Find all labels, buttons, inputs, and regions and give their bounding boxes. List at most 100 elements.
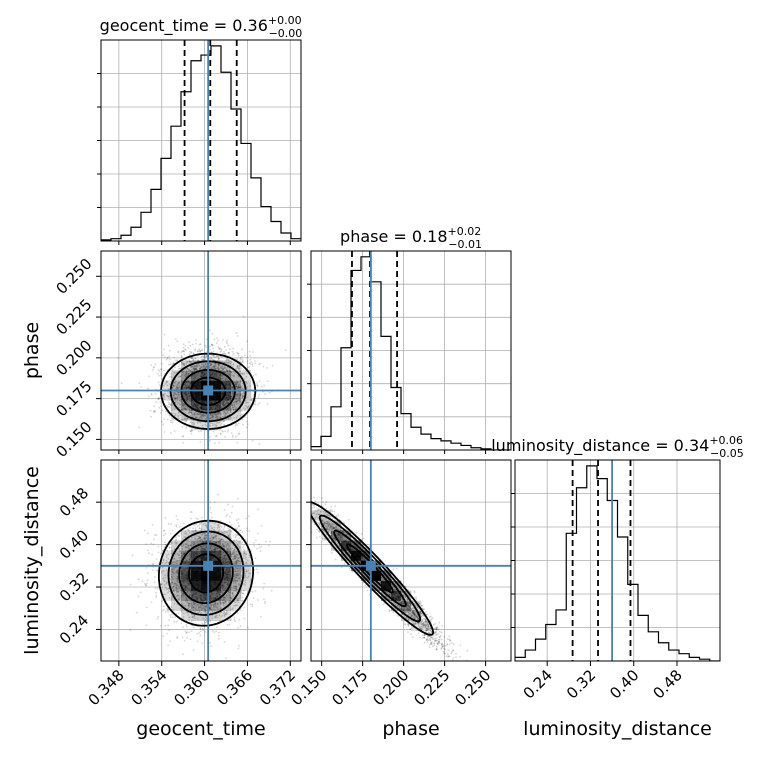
sample-point [213,373,215,375]
sample-point [205,346,207,348]
sample-point [166,633,168,635]
sample-point [242,547,244,549]
sample-point [243,550,245,552]
sample-point [255,590,257,592]
sample-point [174,430,176,432]
sample-point [202,629,204,631]
sample-point [167,645,169,647]
sample-point [145,543,147,545]
sample-point [197,525,199,527]
sample-point [229,348,231,350]
sample-point [248,366,250,368]
sample-point [215,630,217,632]
sample-point [146,606,148,608]
sample-point [211,536,213,538]
sample-point [262,588,264,590]
sample-point [204,622,206,624]
sample-point [157,588,159,590]
sample-point [245,381,247,383]
sample-point [219,417,221,419]
sample-point [161,600,163,602]
sample-point [193,649,195,651]
sample-point [236,424,238,426]
sample-point [211,617,213,619]
sample-point [171,550,173,552]
sample-point [174,616,176,618]
sample-point [214,631,216,633]
sample-point [195,385,197,387]
sample-point [246,530,248,532]
sample-point [220,393,222,395]
sample-point [227,345,229,347]
sample-point [169,614,171,616]
sample-point [210,645,212,647]
sample-point [263,366,265,368]
sample-point [216,406,218,408]
sample-point [225,397,227,399]
sample-point [259,380,261,382]
sample-point [199,635,201,637]
sample-point [258,394,260,396]
sample-point [243,590,245,592]
sample-point [223,351,225,353]
sample-point [206,402,208,404]
sample-point [254,360,256,362]
sample-point [138,596,140,598]
sample-point [168,588,170,590]
sample-point [245,580,247,582]
sample-point [225,614,227,616]
sample-point [218,529,220,531]
sample-point [193,626,195,628]
sample-point [140,386,142,388]
sample-point [150,364,152,366]
sample-point [236,573,238,575]
sample-point [169,640,171,642]
sample-point [224,531,226,533]
sample-point [253,597,255,599]
sample-point [176,526,178,528]
sample-point [225,378,227,380]
sample-point [213,541,215,543]
sample-point [216,614,218,616]
sample-point [190,382,192,384]
sample-point [184,348,186,350]
sample-point [186,370,188,372]
sample-point [232,535,234,537]
sample-point [167,611,169,613]
sample-point [238,645,240,647]
sample-point [209,349,211,351]
sample-point [228,370,230,372]
sample-point [212,410,214,412]
sample-point [212,372,214,374]
sample-point [223,410,225,412]
sample-point [191,401,193,403]
sample-point [164,577,166,579]
sample-point [155,595,157,597]
sample-point [224,430,226,432]
sample-point [198,431,200,433]
sample-point [237,402,239,404]
sample-point [225,349,227,351]
sample-point [229,521,231,523]
sample-point [150,416,152,418]
sample-point [158,398,160,400]
sample-point [185,345,187,347]
sample-point [221,366,223,368]
sample-point [227,527,229,529]
sample-point [197,633,199,635]
sample-point [169,415,171,417]
sample-point [245,569,247,571]
sample-point [176,384,178,386]
sample-point [237,335,239,337]
sample-point [222,528,224,530]
sample-point [227,411,229,413]
sample-point [215,368,217,370]
sample-point [181,611,183,613]
sample-point [209,408,211,410]
sample-point [227,388,229,390]
sample-point [228,352,230,354]
sample-point [224,436,226,438]
sample-point [246,571,248,573]
sample-point [238,525,240,527]
sample-point [200,375,202,377]
